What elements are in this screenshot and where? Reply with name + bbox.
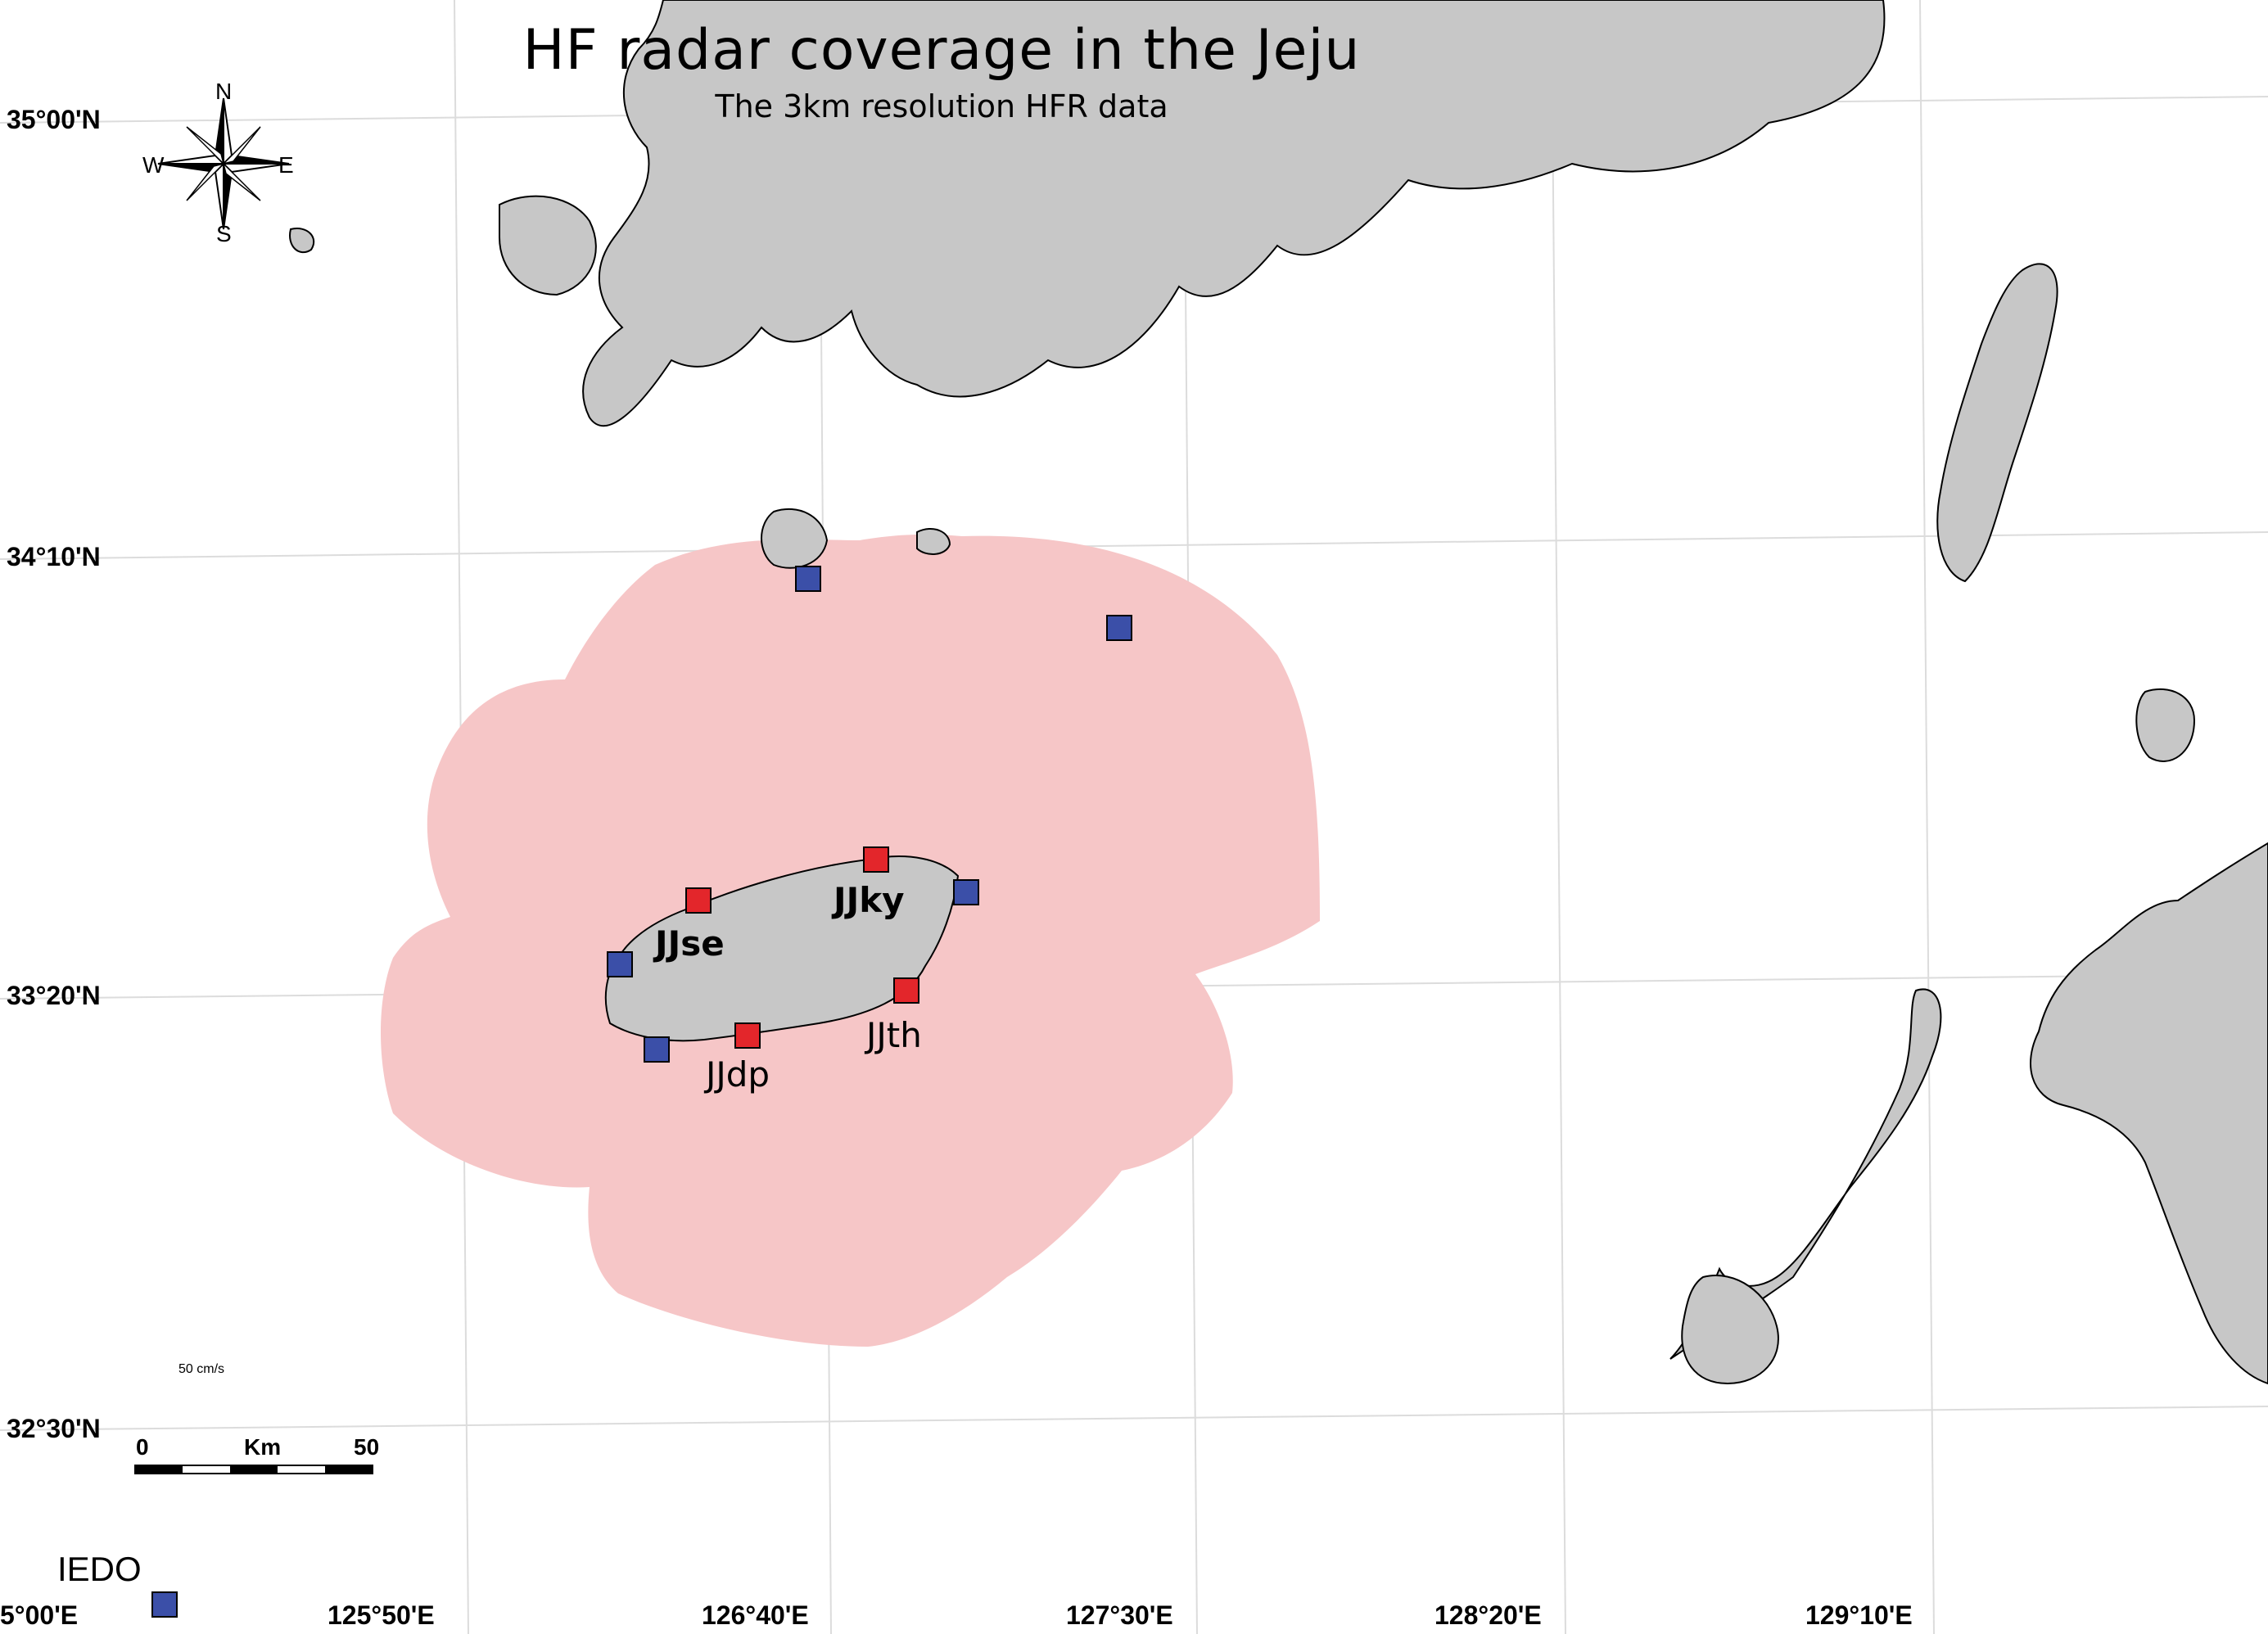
legend-label: IEDO [57, 1550, 142, 1588]
lat-label-32-30: 32°30'N [7, 1414, 101, 1443]
station-label-jjky: JJky [834, 880, 905, 920]
station-marker-jjth [893, 977, 919, 1004]
station-marker-jjdp [734, 1022, 761, 1049]
map-title: HF radar coverage in the Jeju [522, 18, 1361, 83]
tsushima [1936, 263, 2058, 583]
western-islands [499, 195, 597, 296]
korean-peninsula-coast [582, 0, 1886, 427]
lat-label-33-20: 33°20'N [7, 981, 101, 1010]
station-marker-blue-4 [607, 951, 633, 977]
compass-w: W [142, 152, 165, 178]
scale-bar-end: 50 [354, 1434, 380, 1460]
land-masses [289, 0, 2268, 1385]
north-west-islets [289, 228, 315, 254]
kyushu [2030, 842, 2268, 1385]
lon-label-126-40: 126°40'E [702, 1600, 809, 1630]
lat-label-34-10: 34°10'N [7, 542, 101, 571]
station-marker-blue-5 [644, 1036, 670, 1063]
lon-label-129-10: 129°10'E [1805, 1600, 1913, 1630]
compass-s: S [216, 221, 232, 246]
scale-bar [134, 1465, 373, 1474]
lat-label-35-00: 35°00'N [7, 105, 101, 134]
legend-marker [151, 1591, 178, 1618]
map-subtitle: The 3km resolution HFR data [715, 88, 1168, 124]
scale-bar-start: 0 [136, 1434, 149, 1460]
iki-island [2135, 688, 2196, 762]
station-label-jjdp: JJdp [706, 1054, 770, 1095]
bogildo [916, 528, 951, 555]
lon-label-125-50: 125°50'E [328, 1600, 435, 1630]
lon-label-127-30: 127°30'E [1066, 1600, 1173, 1630]
compass-n: N [215, 79, 233, 104]
station-label-jjse: JJse [655, 923, 725, 964]
vector-scale-label: 50 cm/s [178, 1362, 225, 1376]
station-marker-jjse [685, 887, 712, 914]
lon-label-125-00: 5°00'E [0, 1600, 79, 1630]
station-marker-blue-2 [1106, 615, 1132, 641]
stations [607, 566, 1132, 1063]
scale-bar-unit: Km [244, 1434, 282, 1460]
station-marker-blue-3 [953, 879, 979, 905]
compass-e: E [278, 152, 294, 178]
station-label-jjth: JJth [866, 1015, 922, 1055]
station-marker-jjky [863, 846, 889, 873]
goto-south-island [1681, 1275, 1779, 1385]
lon-label-128-20: 128°20'E [1434, 1600, 1542, 1630]
station-marker-blue-1 [795, 566, 821, 592]
compass-rose [157, 97, 290, 230]
chujado [761, 508, 829, 569]
